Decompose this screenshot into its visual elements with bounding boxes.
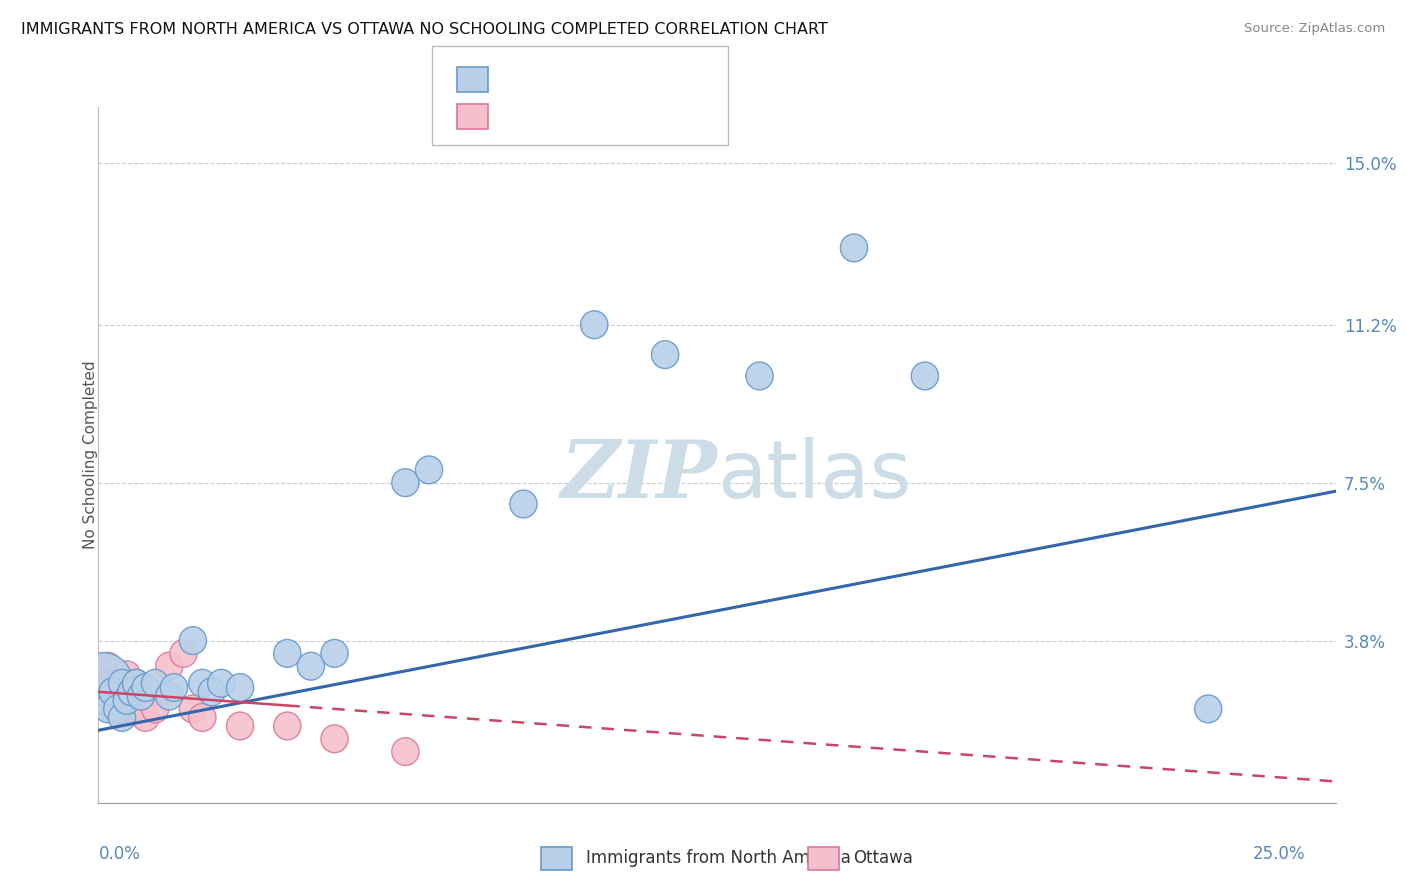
Ellipse shape bbox=[179, 627, 207, 655]
Ellipse shape bbox=[104, 695, 131, 723]
Ellipse shape bbox=[208, 669, 235, 698]
Ellipse shape bbox=[108, 669, 135, 698]
Ellipse shape bbox=[581, 310, 607, 339]
Ellipse shape bbox=[510, 490, 537, 518]
Ellipse shape bbox=[132, 704, 159, 731]
Ellipse shape bbox=[112, 682, 141, 710]
Ellipse shape bbox=[142, 669, 169, 698]
Ellipse shape bbox=[122, 682, 150, 710]
Ellipse shape bbox=[122, 669, 150, 698]
Ellipse shape bbox=[108, 682, 135, 710]
Ellipse shape bbox=[132, 673, 159, 701]
Text: R =  0.414    N = 31: R = 0.414 N = 31 bbox=[499, 70, 699, 88]
Ellipse shape bbox=[1195, 695, 1222, 723]
Ellipse shape bbox=[841, 234, 868, 262]
Y-axis label: No Schooling Completed: No Schooling Completed bbox=[83, 360, 97, 549]
Ellipse shape bbox=[98, 669, 127, 698]
Ellipse shape bbox=[226, 673, 253, 701]
Ellipse shape bbox=[321, 640, 349, 667]
Ellipse shape bbox=[128, 682, 155, 710]
Text: 0.0%: 0.0% bbox=[98, 846, 141, 863]
Ellipse shape bbox=[122, 669, 150, 698]
Ellipse shape bbox=[226, 712, 253, 739]
Ellipse shape bbox=[198, 678, 225, 706]
Ellipse shape bbox=[112, 687, 141, 714]
Ellipse shape bbox=[128, 695, 155, 723]
Ellipse shape bbox=[188, 669, 217, 698]
Text: Source: ZipAtlas.com: Source: ZipAtlas.com bbox=[1244, 22, 1385, 36]
Ellipse shape bbox=[392, 469, 419, 497]
Ellipse shape bbox=[911, 362, 938, 390]
Ellipse shape bbox=[104, 669, 131, 698]
Ellipse shape bbox=[132, 682, 159, 710]
Ellipse shape bbox=[94, 652, 121, 680]
Ellipse shape bbox=[274, 712, 301, 739]
Ellipse shape bbox=[156, 652, 183, 680]
Ellipse shape bbox=[747, 362, 773, 390]
Ellipse shape bbox=[179, 695, 207, 723]
Ellipse shape bbox=[90, 661, 117, 689]
Ellipse shape bbox=[94, 695, 121, 723]
Ellipse shape bbox=[415, 456, 443, 483]
Ellipse shape bbox=[118, 682, 145, 710]
Ellipse shape bbox=[112, 661, 141, 689]
Ellipse shape bbox=[94, 682, 121, 710]
Ellipse shape bbox=[392, 738, 419, 765]
Ellipse shape bbox=[90, 682, 117, 710]
Ellipse shape bbox=[104, 682, 131, 710]
Ellipse shape bbox=[188, 704, 217, 731]
Ellipse shape bbox=[160, 673, 187, 701]
Text: Ottawa: Ottawa bbox=[853, 849, 914, 867]
Ellipse shape bbox=[112, 695, 141, 723]
Ellipse shape bbox=[98, 695, 127, 723]
Text: 25.0%: 25.0% bbox=[1253, 846, 1305, 863]
Ellipse shape bbox=[651, 341, 679, 368]
Ellipse shape bbox=[108, 704, 135, 731]
Ellipse shape bbox=[297, 652, 325, 680]
Ellipse shape bbox=[118, 695, 145, 723]
Text: R = -0.270    N = 33: R = -0.270 N = 33 bbox=[499, 107, 699, 125]
Text: atlas: atlas bbox=[717, 437, 911, 515]
Text: Immigrants from North America: Immigrants from North America bbox=[586, 849, 851, 867]
Ellipse shape bbox=[73, 653, 134, 714]
Ellipse shape bbox=[142, 695, 169, 723]
Ellipse shape bbox=[274, 640, 301, 667]
Ellipse shape bbox=[98, 678, 127, 706]
Ellipse shape bbox=[104, 695, 131, 723]
Ellipse shape bbox=[98, 682, 127, 710]
Text: IMMIGRANTS FROM NORTH AMERICA VS OTTAWA NO SCHOOLING COMPLETED CORRELATION CHART: IMMIGRANTS FROM NORTH AMERICA VS OTTAWA … bbox=[21, 22, 828, 37]
Ellipse shape bbox=[108, 695, 135, 723]
Ellipse shape bbox=[156, 682, 183, 710]
Ellipse shape bbox=[170, 640, 197, 667]
Ellipse shape bbox=[108, 669, 135, 698]
Ellipse shape bbox=[118, 678, 145, 706]
Ellipse shape bbox=[94, 669, 121, 698]
Ellipse shape bbox=[321, 725, 349, 753]
Text: ZIP: ZIP bbox=[560, 437, 717, 515]
